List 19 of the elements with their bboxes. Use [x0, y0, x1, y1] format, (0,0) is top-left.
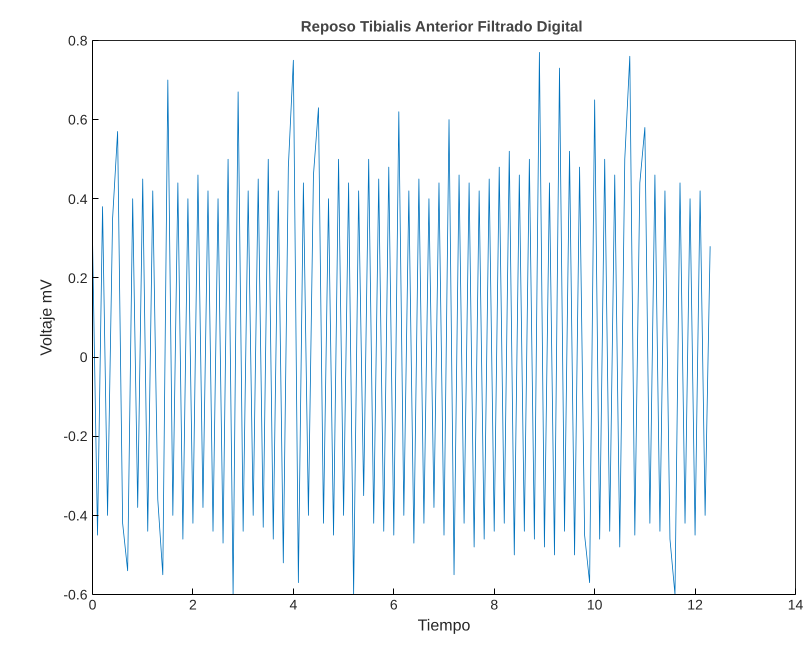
- x-tick-label: 4: [289, 596, 298, 612]
- y-tick-label: 0.8: [68, 32, 88, 48]
- x-tick-label: 8: [490, 596, 498, 612]
- x-tick-label: 2: [189, 596, 198, 612]
- x-tick-label: 6: [390, 596, 398, 612]
- y-tick-label: 0.6: [68, 112, 88, 128]
- x-axis-title: Tiempo: [418, 618, 470, 634]
- y-tick-label: 0.2: [68, 270, 88, 286]
- line-series: [92, 52, 711, 594]
- x-tick-label: 10: [586, 596, 603, 612]
- y-tick-label: 0: [80, 349, 88, 366]
- x-tick-label: 12: [687, 596, 704, 612]
- y-axis-title: Voltaje mV: [38, 278, 56, 356]
- x-tick-label: 14: [788, 596, 804, 612]
- chart-title: Reposo Tibialis Anterior Filtrado Digital: [300, 18, 582, 36]
- y-tick-label: -0.4: [63, 507, 88, 524]
- y-tick-label: 0.4: [68, 190, 88, 207]
- y-tick-label: -0.6: [63, 586, 88, 602]
- y-tick-label: -0.2: [63, 428, 88, 444]
